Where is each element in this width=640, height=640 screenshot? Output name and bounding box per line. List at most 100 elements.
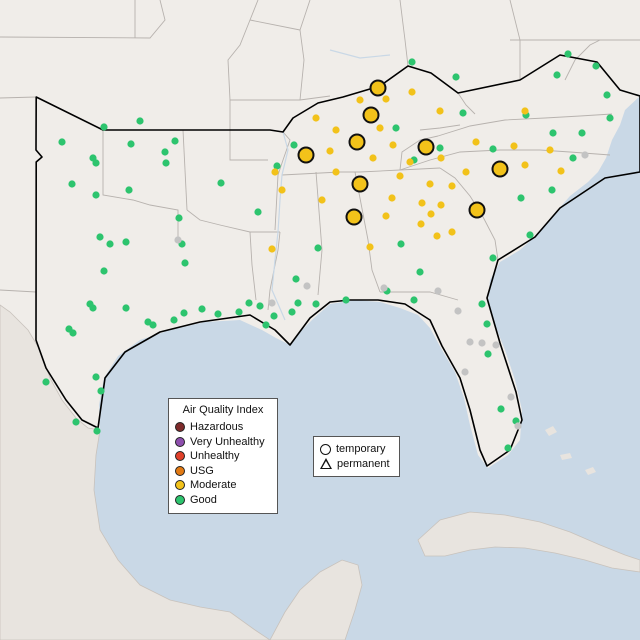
monitor-marker[interactable] (504, 444, 512, 452)
temporary-monitor-marker[interactable] (369, 79, 387, 97)
monitor-marker[interactable] (478, 300, 486, 308)
monitor-marker[interactable] (290, 141, 298, 149)
monitor-marker[interactable] (58, 138, 66, 146)
monitor-marker[interactable] (68, 180, 76, 188)
monitor-marker[interactable] (100, 123, 108, 131)
monitor-marker[interactable] (448, 228, 456, 236)
monitor-marker[interactable] (170, 316, 178, 324)
monitor-marker[interactable] (452, 73, 460, 81)
monitor-marker[interactable] (93, 427, 101, 435)
monitor-marker[interactable] (426, 180, 434, 188)
monitor-marker[interactable] (388, 194, 396, 202)
monitor-marker[interactable] (42, 378, 50, 386)
monitor-marker[interactable] (366, 243, 374, 251)
monitor-marker[interactable] (410, 296, 418, 304)
monitor-marker[interactable] (217, 179, 225, 187)
monitor-marker[interactable] (462, 168, 470, 176)
monitor-marker[interactable] (418, 199, 426, 207)
monitor-marker[interactable] (175, 214, 183, 222)
monitor-marker[interactable] (396, 172, 404, 180)
monitor-marker[interactable] (484, 350, 492, 358)
monitor-marker[interactable] (332, 126, 340, 134)
monitor-marker[interactable] (507, 393, 515, 401)
monitor-marker[interactable] (136, 117, 144, 125)
monitor-marker[interactable] (578, 129, 586, 137)
monitor-marker[interactable] (256, 302, 264, 310)
monitor-marker[interactable] (397, 240, 405, 248)
monitor-marker[interactable] (278, 186, 286, 194)
monitor-marker[interactable] (454, 307, 462, 315)
monitor-marker[interactable] (489, 145, 497, 153)
monitor-marker[interactable] (162, 159, 170, 167)
monitor-marker[interactable] (314, 244, 322, 252)
monitor-marker[interactable] (427, 210, 435, 218)
monitor-marker[interactable] (592, 62, 600, 70)
monitor-marker[interactable] (606, 114, 614, 122)
monitor-marker[interactable] (262, 321, 270, 329)
monitor-marker[interactable] (122, 304, 130, 312)
monitor-marker[interactable] (171, 137, 179, 145)
monitor-marker[interactable] (318, 196, 326, 204)
temporary-monitor-marker[interactable] (417, 138, 435, 156)
monitor-marker[interactable] (332, 168, 340, 176)
monitor-marker[interactable] (433, 232, 441, 240)
monitor-marker[interactable] (69, 329, 77, 337)
monitor-marker[interactable] (89, 304, 97, 312)
monitor-marker[interactable] (461, 368, 469, 376)
monitor-marker[interactable] (380, 284, 388, 292)
monitor-marker[interactable] (127, 140, 135, 148)
monitor-marker[interactable] (326, 147, 334, 155)
monitor-marker[interactable] (161, 148, 169, 156)
monitor-marker[interactable] (603, 91, 611, 99)
monitor-marker[interactable] (489, 254, 497, 262)
monitor-marker[interactable] (392, 124, 400, 132)
monitor-marker[interactable] (92, 191, 100, 199)
monitor-marker[interactable] (106, 240, 114, 248)
monitor-marker[interactable] (181, 259, 189, 267)
monitor-marker[interactable] (245, 299, 253, 307)
monitor-marker[interactable] (521, 107, 529, 115)
temporary-monitor-marker[interactable] (348, 133, 366, 151)
monitor-marker[interactable] (514, 422, 522, 430)
monitor-marker[interactable] (97, 387, 105, 395)
monitor-marker[interactable] (437, 154, 445, 162)
monitor-marker[interactable] (382, 95, 390, 103)
temporary-monitor-marker[interactable] (345, 208, 363, 226)
temporary-monitor-marker[interactable] (362, 106, 380, 124)
monitor-marker[interactable] (254, 208, 262, 216)
temporary-monitor-marker[interactable] (297, 146, 315, 164)
monitor-marker[interactable] (436, 144, 444, 152)
monitor-marker[interactable] (125, 186, 133, 194)
monitor-marker[interactable] (342, 296, 350, 304)
monitor-marker[interactable] (198, 305, 206, 313)
monitor-marker[interactable] (235, 308, 243, 316)
temporary-monitor-marker[interactable] (491, 160, 509, 178)
monitor-marker[interactable] (100, 267, 108, 275)
monitor-marker[interactable] (92, 159, 100, 167)
monitor-marker[interactable] (553, 71, 561, 79)
temporary-monitor-marker[interactable] (351, 175, 369, 193)
monitor-marker[interactable] (526, 231, 534, 239)
monitor-marker[interactable] (72, 418, 80, 426)
monitor-marker[interactable] (459, 109, 467, 117)
monitor-marker[interactable] (517, 194, 525, 202)
monitor-marker[interactable] (417, 220, 425, 228)
monitor-marker[interactable] (268, 245, 276, 253)
monitor-marker[interactable] (214, 310, 222, 318)
monitor-marker[interactable] (521, 161, 529, 169)
monitor-marker[interactable] (312, 114, 320, 122)
monitor-marker[interactable] (549, 129, 557, 137)
monitor-marker[interactable] (149, 321, 157, 329)
monitor-marker[interactable] (294, 299, 302, 307)
monitor-marker[interactable] (510, 142, 518, 150)
monitor-marker[interactable] (478, 339, 486, 347)
monitor-marker[interactable] (303, 282, 311, 290)
monitor-marker[interactable] (448, 182, 456, 190)
monitor-marker[interactable] (492, 341, 500, 349)
monitor-marker[interactable] (270, 312, 278, 320)
monitor-marker[interactable] (564, 50, 572, 58)
monitor-marker[interactable] (288, 308, 296, 316)
monitor-marker[interactable] (376, 124, 384, 132)
monitor-marker[interactable] (548, 186, 556, 194)
monitor-marker[interactable] (369, 154, 377, 162)
